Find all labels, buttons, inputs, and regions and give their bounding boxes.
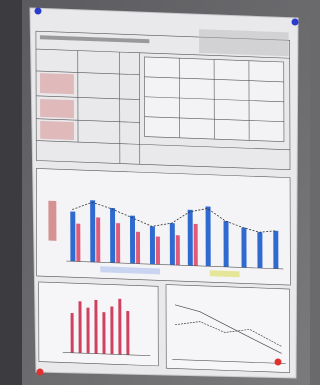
bar — [110, 306, 113, 354]
bar — [176, 235, 180, 265]
main-chart — [36, 168, 290, 285]
axis-title — [48, 201, 56, 241]
header-text — [199, 29, 289, 56]
page: {} — [0, 0, 310, 385]
bar — [188, 210, 193, 266]
bar — [118, 299, 121, 355]
bar — [257, 232, 262, 268]
bar — [90, 200, 95, 262]
bottom-left-chart — [39, 282, 159, 366]
red-text-block — [40, 73, 74, 94]
bar — [110, 208, 115, 263]
wall-edge — [0, 0, 22, 385]
red-text-block — [40, 99, 74, 118]
bar — [96, 217, 100, 262]
bar — [156, 236, 160, 264]
chart-frame — [166, 285, 290, 373]
bottom-right-chart — [166, 285, 290, 373]
bar — [273, 231, 278, 269]
bar — [116, 223, 120, 263]
bar — [241, 228, 246, 268]
red-text-block — [40, 121, 74, 140]
pin — [275, 359, 282, 366]
bar — [170, 223, 175, 265]
bar — [206, 206, 211, 266]
bar — [102, 312, 105, 354]
bar — [86, 308, 89, 354]
pin — [35, 8, 42, 15]
bar — [136, 232, 140, 264]
bar — [79, 301, 82, 353]
pin — [37, 369, 44, 376]
bar — [70, 211, 75, 261]
pin — [292, 19, 299, 26]
bar — [194, 224, 198, 266]
bar — [150, 226, 155, 264]
bar — [224, 221, 229, 267]
bar — [76, 224, 80, 262]
legend — [210, 270, 240, 277]
bar — [130, 216, 135, 264]
bar — [94, 300, 97, 354]
bar — [71, 313, 74, 353]
photo — [0, 0, 310, 385]
chart-frame — [39, 282, 159, 366]
bar — [126, 311, 129, 355]
